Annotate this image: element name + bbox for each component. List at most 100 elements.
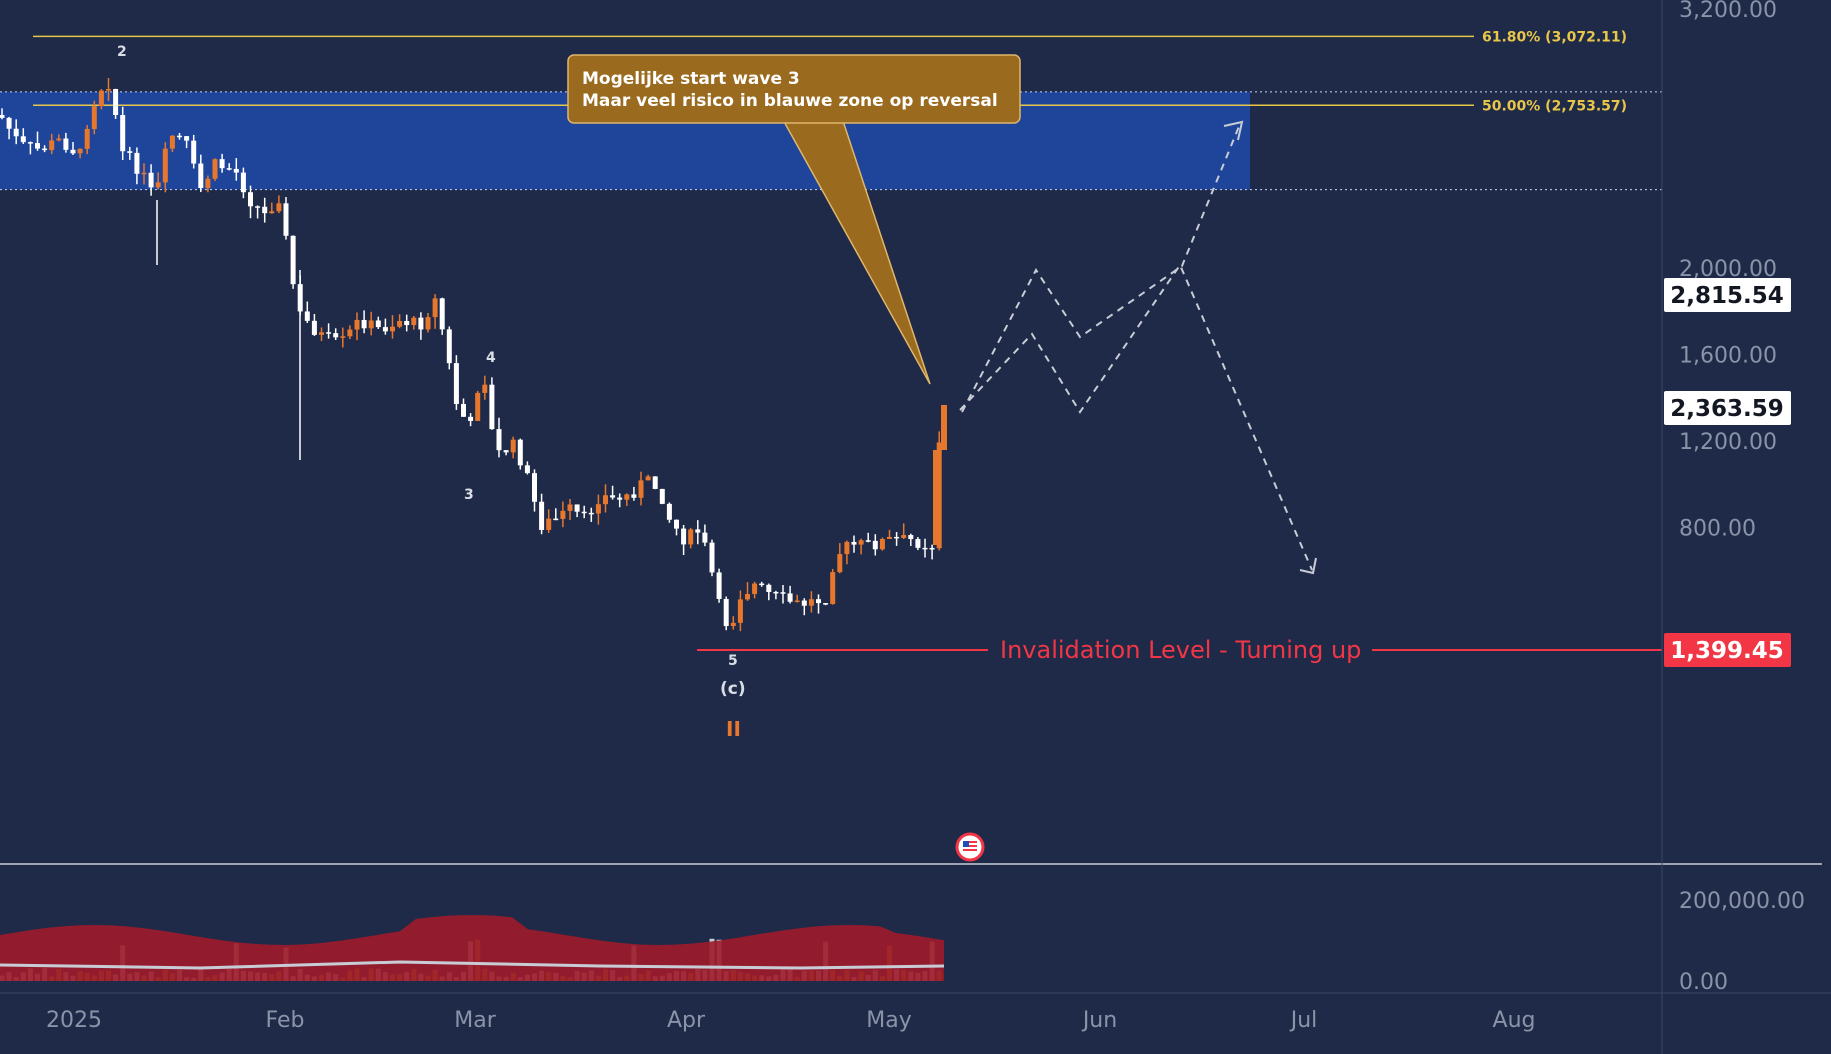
candle-body — [581, 511, 587, 514]
candle-body — [276, 203, 282, 212]
candle-body — [120, 115, 126, 152]
projection-path-up — [961, 123, 1241, 413]
candle-body — [624, 494, 630, 500]
candle-body — [510, 439, 516, 453]
volume-axis-tick: 200,000.00 — [1679, 889, 1805, 914]
invalidation-tag-box — [1664, 633, 1791, 667]
candle-body — [560, 510, 566, 519]
candle-body — [901, 535, 907, 538]
candle-body — [830, 572, 836, 605]
candle-body — [666, 503, 672, 520]
volume-axis: 200,000.00 0.00 — [1679, 889, 1805, 995]
candle-body — [461, 404, 466, 417]
candle-body — [773, 591, 779, 594]
candle-body — [553, 518, 559, 521]
time-axis-label: Jun — [1081, 1008, 1117, 1033]
candle-body — [432, 298, 438, 318]
candle-body — [858, 540, 864, 545]
projection-arrowhead-down — [1299, 557, 1317, 575]
candle-body — [482, 384, 488, 393]
candle-body — [354, 319, 360, 330]
candle-body — [27, 142, 33, 144]
time-axis-label: Feb — [266, 1008, 305, 1033]
candle-body — [737, 599, 743, 623]
candle-body — [49, 140, 55, 151]
candle-body — [574, 504, 580, 512]
callout-line-1: Mogelijke start wave 3 — [582, 69, 800, 89]
wave-label-3: 3 — [464, 487, 474, 503]
candle-body — [610, 495, 616, 498]
candle-body — [340, 336, 346, 338]
candle-body — [439, 298, 445, 330]
candle-body — [70, 149, 76, 154]
candle-body — [929, 547, 935, 550]
time-axis-label: Apr — [667, 1008, 706, 1033]
candle-body — [603, 495, 608, 505]
candle-body — [283, 203, 289, 236]
candle-body — [375, 320, 381, 328]
invalidation-label: Invalidation Level - Turning up — [1000, 636, 1361, 664]
candle-body — [13, 128, 19, 137]
candle-body — [745, 594, 750, 600]
candle-body — [184, 136, 190, 141]
candle-body — [503, 450, 509, 453]
candle-body — [489, 384, 495, 430]
candle-body — [127, 151, 133, 153]
candle-body — [290, 235, 296, 285]
candle-body — [162, 148, 168, 183]
candle-body — [759, 583, 765, 586]
wave-label-c: (c) — [720, 679, 746, 699]
projection-arrowhead-up — [1223, 120, 1244, 141]
candle-body — [262, 206, 268, 214]
us-flag-event-icon[interactable] — [955, 832, 985, 862]
time-axis[interactable]: 2025 Feb Mar Apr May Jun Jul Aug — [46, 1008, 1535, 1033]
candle-body — [240, 172, 246, 193]
candle-body — [113, 89, 119, 116]
wave-label-4: 4 — [486, 350, 496, 366]
candle-body — [63, 138, 69, 150]
candle-body — [787, 593, 793, 602]
candle-body — [915, 539, 921, 548]
candle-body — [368, 320, 374, 329]
candle-body — [695, 529, 701, 533]
candle-body — [425, 317, 431, 330]
candle-body — [226, 168, 232, 170]
time-axis-label: Aug — [1493, 1008, 1536, 1033]
volume-moving-average-area — [0, 915, 944, 981]
candle-body — [808, 599, 814, 606]
price-tag-lower: 2,363.59 — [1670, 396, 1784, 422]
candle-body — [397, 320, 403, 327]
callout-line-2: Maar veel risico in blauwe zone op rever… — [582, 91, 998, 111]
candle-body — [0, 115, 5, 118]
price-tag-lower-box — [1664, 391, 1791, 425]
candle-body — [177, 135, 182, 138]
candle-body — [56, 138, 62, 141]
time-axis-label: Jul — [1289, 1008, 1318, 1033]
candle-body — [233, 168, 239, 173]
candle-body — [617, 497, 623, 500]
candle-body — [255, 206, 261, 208]
wave-label-2: 2 — [117, 44, 127, 60]
candle-body — [106, 89, 111, 91]
candle-body — [730, 622, 736, 627]
wave-label-II: II — [726, 717, 741, 741]
candle-body — [333, 333, 339, 338]
candle-body — [851, 541, 857, 545]
candle-body — [922, 547, 928, 550]
candle-body — [390, 326, 395, 332]
price-axis-tick: 3,200.00 — [1679, 0, 1777, 23]
candle-body — [595, 504, 601, 514]
candle-body — [134, 152, 140, 174]
candle-body — [404, 320, 410, 326]
time-axis-label: 2025 — [46, 1008, 102, 1033]
candle-body — [794, 600, 800, 603]
candle-body — [865, 540, 871, 542]
price-axis-tick: 1,200.00 — [1679, 430, 1777, 455]
candle-body — [709, 542, 715, 573]
candle-body — [532, 473, 537, 502]
candle-body — [446, 329, 452, 364]
candle-body — [716, 572, 722, 599]
candle-body — [688, 529, 694, 545]
fib-label-618: 61.80% (3,072.11) — [1482, 29, 1627, 45]
